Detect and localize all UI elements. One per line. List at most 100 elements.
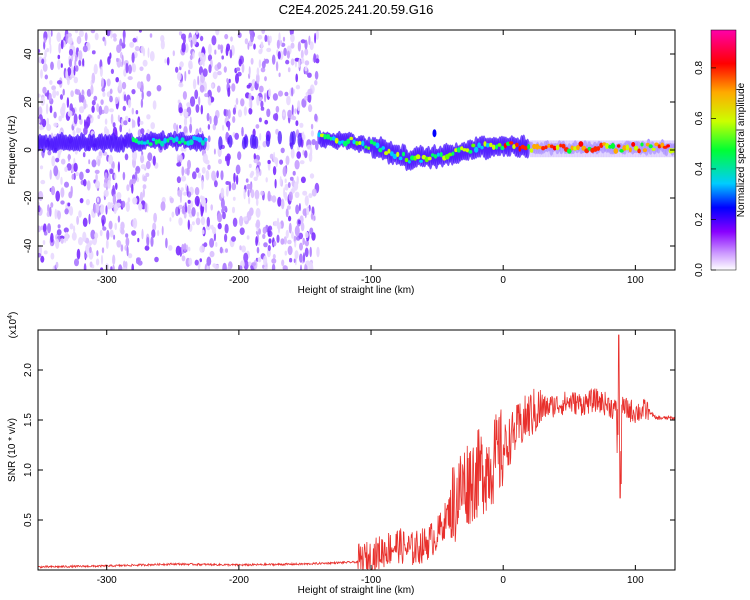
noise-cell xyxy=(140,128,145,135)
noise-cell xyxy=(101,87,105,92)
noise-cell xyxy=(168,245,173,251)
noise-cell xyxy=(206,216,210,227)
noise-cell xyxy=(187,199,191,204)
noise-cell xyxy=(294,59,297,68)
noise-cell xyxy=(316,30,319,40)
noise-cell xyxy=(294,191,300,198)
noise-cell xyxy=(121,200,126,208)
y-tick-label: 1.5 xyxy=(23,413,34,427)
noise-cell xyxy=(104,118,108,125)
noise-cell xyxy=(78,210,82,218)
noise-cell xyxy=(282,265,288,270)
noise-cell xyxy=(263,266,268,270)
noise-cell xyxy=(273,241,277,247)
noise-cell xyxy=(299,242,303,251)
noise-cell xyxy=(49,206,52,217)
signal-core-cell xyxy=(576,144,580,151)
noise-cell xyxy=(257,257,262,263)
noise-cell xyxy=(215,30,220,36)
noise-cell xyxy=(260,67,266,73)
noise-cell xyxy=(302,208,307,216)
noise-cell xyxy=(118,264,123,270)
noise-cell xyxy=(70,185,73,196)
noise-cell xyxy=(199,84,205,93)
noise-cell xyxy=(70,90,74,98)
spectrogram-x-label: Height of straight line (km) xyxy=(298,285,415,296)
colorbar-tick-label: 0.4 xyxy=(694,162,705,176)
noise-cell xyxy=(195,30,199,35)
noise-cell xyxy=(117,215,121,223)
noise-cell xyxy=(246,84,251,89)
noise-cell xyxy=(160,201,166,212)
noise-cell xyxy=(304,66,308,72)
signal-core-cell xyxy=(489,142,493,148)
noise-cell xyxy=(287,67,291,73)
signal-core-cell xyxy=(637,148,641,154)
noise-cell xyxy=(278,72,281,78)
noise-cell xyxy=(239,245,242,251)
noise-cell xyxy=(142,188,145,198)
noise-cell xyxy=(73,172,76,181)
noise-cell xyxy=(43,250,48,255)
noise-cell xyxy=(225,186,229,197)
noise-cell xyxy=(255,198,259,206)
noise-cell xyxy=(247,189,250,198)
noise-cell xyxy=(253,43,256,50)
signal-band-cell xyxy=(218,136,223,151)
noise-cell xyxy=(242,216,248,222)
noise-cell xyxy=(261,60,266,69)
noise-cell xyxy=(76,248,81,260)
noise-cell xyxy=(267,245,271,252)
snr-x-label: Height of straight line (km) xyxy=(298,585,415,596)
noise-cell xyxy=(91,159,97,168)
noise-cell xyxy=(176,176,181,184)
noise-cell xyxy=(291,87,294,97)
noise-cell xyxy=(231,236,236,242)
noise-cell xyxy=(223,108,227,117)
signal-core-cell xyxy=(329,136,333,141)
x-tick-label: -200 xyxy=(229,575,249,586)
signal-core-cell xyxy=(148,142,153,146)
noise-cell xyxy=(116,202,121,207)
signal-core-cell xyxy=(462,148,467,152)
noise-cell xyxy=(288,215,292,222)
signal-core-cell xyxy=(415,154,421,160)
noise-cell xyxy=(294,250,299,260)
noise-cell xyxy=(223,66,227,73)
noise-cell xyxy=(200,205,204,217)
noise-cell xyxy=(225,248,228,253)
noise-cell xyxy=(140,164,146,170)
noise-cell xyxy=(74,258,79,267)
noise-cell xyxy=(230,36,233,42)
signal-core-cell xyxy=(163,137,167,144)
noise-cell xyxy=(295,204,300,215)
noise-cell xyxy=(64,208,69,215)
signal-core-cell xyxy=(137,140,141,145)
noise-cell xyxy=(142,184,147,190)
signal-core-cell xyxy=(559,143,562,148)
noise-cell xyxy=(257,241,261,246)
signal-core-cell xyxy=(633,145,639,151)
noise-cell xyxy=(88,159,91,165)
noise-cell xyxy=(59,94,64,100)
noise-cell xyxy=(125,62,129,74)
noise-cell xyxy=(57,210,61,220)
noise-cell xyxy=(72,129,76,136)
noise-cell xyxy=(181,42,186,53)
signal-core-cell xyxy=(177,140,182,145)
signal-halo-cell xyxy=(640,140,644,158)
noise-cell xyxy=(83,126,88,135)
noise-cell xyxy=(264,34,268,43)
noise-cell xyxy=(91,105,95,113)
noise-cell xyxy=(106,78,111,87)
noise-cell xyxy=(248,261,252,266)
x-tick-label: 0 xyxy=(500,575,506,586)
noise-cell xyxy=(268,238,272,244)
signal-core-cell xyxy=(188,139,194,146)
noise-cell xyxy=(255,167,260,178)
noise-cell xyxy=(56,32,61,43)
signal-halo-cell xyxy=(656,140,660,158)
noise-cell xyxy=(131,263,134,270)
signal-core-cell xyxy=(146,139,150,145)
noise-cell xyxy=(291,231,294,239)
